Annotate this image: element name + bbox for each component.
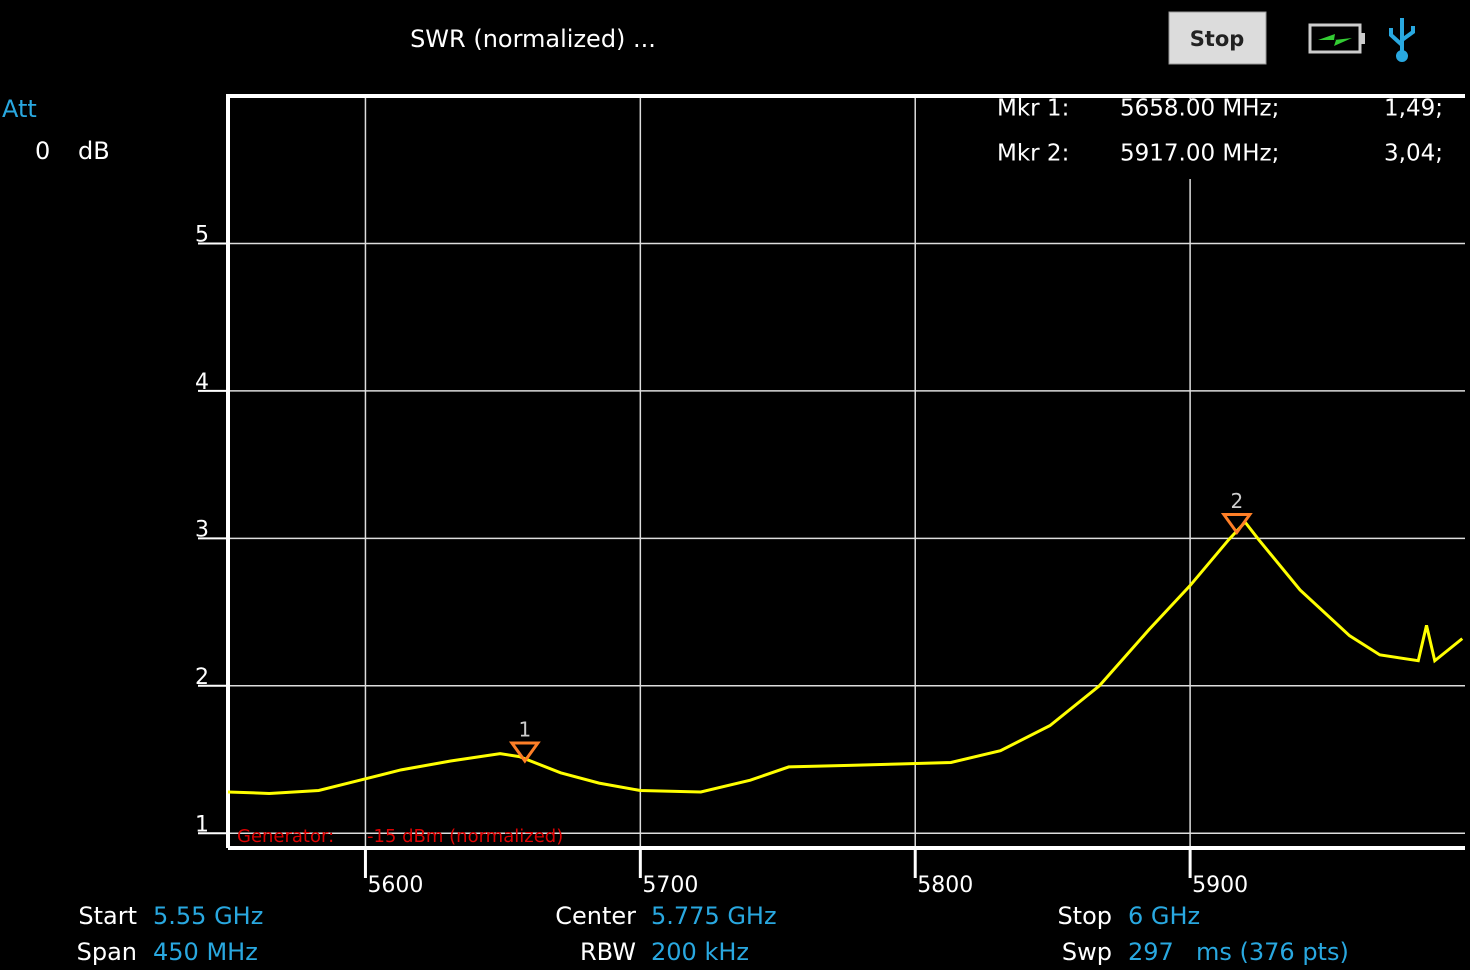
x-tick-label: 5900: [1192, 873, 1248, 898]
swp-unit: ms (376 pts): [1196, 938, 1349, 966]
marker-name: 1: [519, 718, 532, 742]
trace: [227, 519, 1464, 795]
y-tick-label: 3: [195, 517, 209, 542]
generator-value: -15 dBm (normalized): [367, 826, 563, 847]
marker-y: 3,04;: [1384, 141, 1443, 167]
att-label: Att: [2, 95, 37, 123]
att-value: 0: [35, 137, 50, 165]
stop-label: Stop: [1057, 902, 1112, 930]
generator-label: Generator:: [237, 826, 334, 847]
marker-x: 5658.00 MHz;: [1120, 96, 1279, 122]
stop-value: 6 GHz: [1128, 902, 1200, 930]
att-unit: dB: [78, 137, 110, 165]
battery-icon: [1308, 23, 1365, 54]
x-tick-label: 5700: [642, 873, 698, 898]
center-value: 5.775 GHz: [651, 902, 777, 930]
marker-triangle: [508, 741, 541, 764]
plot-frame: [226, 94, 1465, 850]
swp-value: 297: [1128, 938, 1174, 966]
swp-label: Swp: [1062, 938, 1112, 966]
rbw-value: 200 kHz: [651, 938, 749, 966]
y-tick-label: 1: [195, 812, 209, 837]
marker-label: Mkr 2:: [997, 141, 1069, 167]
y-tick-label: 2: [195, 665, 209, 690]
marker-label: Mkr 1:: [997, 96, 1069, 122]
x-tick-label: 5600: [367, 873, 423, 898]
center-label: Center: [555, 902, 636, 930]
stop-button[interactable]: [1168, 11, 1267, 65]
title: SWR (normalized) ...: [410, 25, 656, 53]
marker-table-bg: [985, 99, 1463, 179]
marker-x: 5917.00 MHz;: [1120, 141, 1279, 167]
stop-button-label[interactable]: Stop: [1190, 27, 1245, 51]
y-tick-label: 4: [195, 370, 209, 395]
span-label: Span: [77, 938, 137, 966]
marker-triangle: [1220, 512, 1253, 536]
footer: Start 5.55 GHz Span 450 MHz Center 5.775…: [77, 902, 1349, 966]
start-label: Start: [78, 902, 137, 930]
marker-y: 1,49;: [1384, 96, 1443, 122]
x-tick-label: 5800: [917, 873, 973, 898]
y-tick-label: 5: [195, 222, 209, 247]
span-value: 450 MHz: [153, 938, 258, 966]
usb-icon: [1389, 18, 1415, 62]
marker-name: 2: [1230, 489, 1243, 513]
plot: 1 2 3 4 5 5600 5700 5800 5900 1 Mkr 1: 5658.00 MHz;…: [195, 94, 1465, 898]
start-value: 5.55 GHz: [153, 902, 263, 930]
rbw-label: RBW: [580, 938, 636, 966]
